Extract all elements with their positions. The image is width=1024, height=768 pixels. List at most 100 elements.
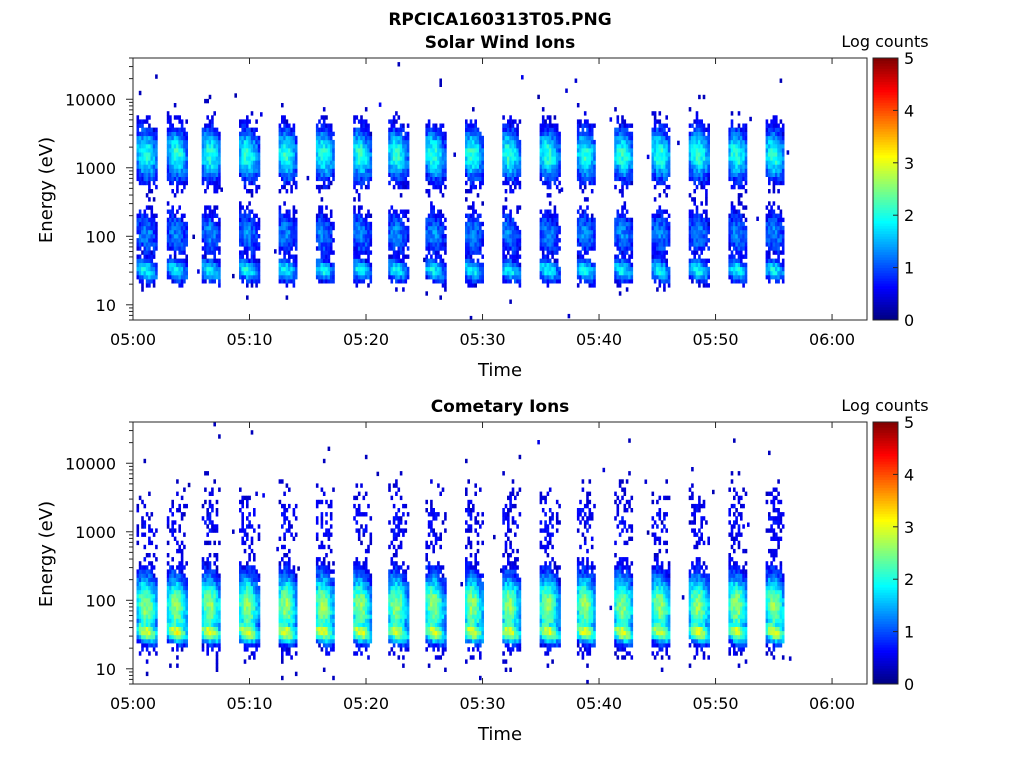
heatmap-cell — [735, 139, 738, 145]
heatmap-cell — [546, 254, 550, 259]
heatmap-cell — [502, 168, 505, 173]
heatmap-cell — [628, 279, 631, 284]
heatmap-cell — [779, 221, 783, 227]
heatmap-cell — [204, 213, 207, 218]
heatmap-cell — [406, 172, 410, 177]
heatmap-cell — [588, 156, 592, 161]
heatmap-cell — [707, 266, 710, 272]
heatmap-cell — [539, 123, 543, 128]
heatmap-cell — [579, 270, 582, 276]
heatmap-cell — [369, 275, 373, 280]
heatmap-cell — [511, 127, 515, 132]
heatmap-cell — [152, 221, 156, 227]
heatmap-cell — [239, 123, 242, 128]
heatmap-cell — [623, 279, 627, 284]
heatmap-cell — [770, 139, 773, 145]
heatmap-cell — [441, 139, 445, 145]
heatmap-cell — [294, 221, 298, 227]
heatmap-cell — [625, 156, 629, 161]
heatmap-cell — [278, 234, 282, 239]
heatmap-cell — [737, 279, 741, 284]
heatmap-cell — [691, 148, 694, 153]
heatmap-cell — [253, 139, 256, 145]
heatmap-cell — [322, 131, 326, 137]
heatmap-cell — [329, 123, 333, 128]
heatmap-cell — [320, 262, 324, 268]
heatmap-cell — [180, 258, 184, 263]
heatmap-cell — [660, 217, 664, 223]
heatmap-cell — [243, 168, 247, 173]
heatmap-cell — [581, 275, 585, 280]
heatmap-cell — [322, 144, 326, 149]
colorbar-segment — [873, 165, 898, 169]
heatmap-cell — [397, 254, 401, 259]
heatmap-cell — [402, 287, 405, 292]
heatmap-cell — [511, 242, 515, 247]
heatmap-cell — [318, 246, 321, 251]
heatmap-cell — [148, 144, 151, 149]
heatmap-cell — [395, 225, 398, 231]
heatmap-cell — [243, 258, 247, 263]
heatmap-cell — [325, 221, 328, 227]
heatmap-cell — [283, 168, 286, 173]
heatmap-cell — [211, 131, 214, 137]
heatmap-cell — [581, 156, 585, 161]
heatmap-cell — [472, 229, 475, 235]
heatmap-cell — [332, 270, 335, 276]
heatmap-cell — [730, 168, 734, 173]
heatmap-cell — [730, 221, 734, 227]
heatmap-cell — [290, 172, 293, 177]
heatmap-cell — [765, 254, 769, 259]
heatmap-cell — [740, 275, 743, 280]
heatmap-cell — [211, 275, 214, 280]
heatmap-cell — [728, 270, 731, 276]
heatmap-cell — [329, 148, 333, 153]
heatmap-cell — [250, 131, 254, 137]
heatmap-cell — [397, 184, 401, 190]
heatmap-cell — [425, 254, 428, 259]
heatmap-cell — [630, 176, 634, 182]
heatmap-cell — [364, 234, 368, 239]
heatmap-cell — [553, 246, 557, 251]
heatmap-cell — [218, 234, 221, 239]
heatmap-cell — [392, 144, 396, 149]
heatmap-cell — [779, 119, 783, 124]
heatmap-cell — [397, 221, 401, 227]
heatmap-cell — [248, 131, 251, 137]
heatmap-cell — [614, 139, 617, 145]
heatmap-cell — [553, 229, 557, 235]
heatmap-cell — [218, 266, 221, 272]
heatmap-cell — [318, 184, 321, 190]
heatmap-cell — [390, 123, 394, 128]
heatmap-cell — [218, 221, 221, 227]
heatmap-cell — [327, 234, 331, 239]
heatmap-cell — [728, 172, 731, 177]
heatmap-cell — [770, 238, 773, 243]
heatmap-cell — [355, 221, 359, 227]
heatmap-cell — [364, 275, 368, 280]
heatmap-cell — [255, 164, 258, 169]
heatmap-cell — [740, 144, 743, 149]
heatmap-cell — [353, 209, 356, 214]
heatmap-cell — [281, 119, 284, 124]
heatmap-cell — [618, 144, 622, 149]
heatmap-cell — [255, 238, 258, 243]
heatmap-cell — [213, 234, 216, 239]
heatmap-cell — [290, 160, 293, 165]
heatmap-cell — [150, 213, 154, 218]
heatmap-cell — [211, 180, 214, 186]
heatmap-cell — [255, 168, 258, 173]
heatmap-cell — [509, 172, 512, 177]
heatmap-cell — [213, 168, 216, 173]
heatmap-cell — [502, 135, 505, 141]
heatmap-cell — [609, 117, 613, 122]
heatmap-cell — [625, 225, 629, 231]
heatmap-cell — [178, 246, 181, 251]
heatmap-cell — [406, 234, 410, 239]
heatmap-cell — [628, 168, 631, 173]
heatmap-cell — [453, 152, 456, 157]
heatmap-cell — [541, 262, 545, 268]
heatmap-cell — [246, 283, 249, 288]
heatmap-cell — [397, 229, 401, 235]
heatmap-cell — [509, 189, 512, 194]
